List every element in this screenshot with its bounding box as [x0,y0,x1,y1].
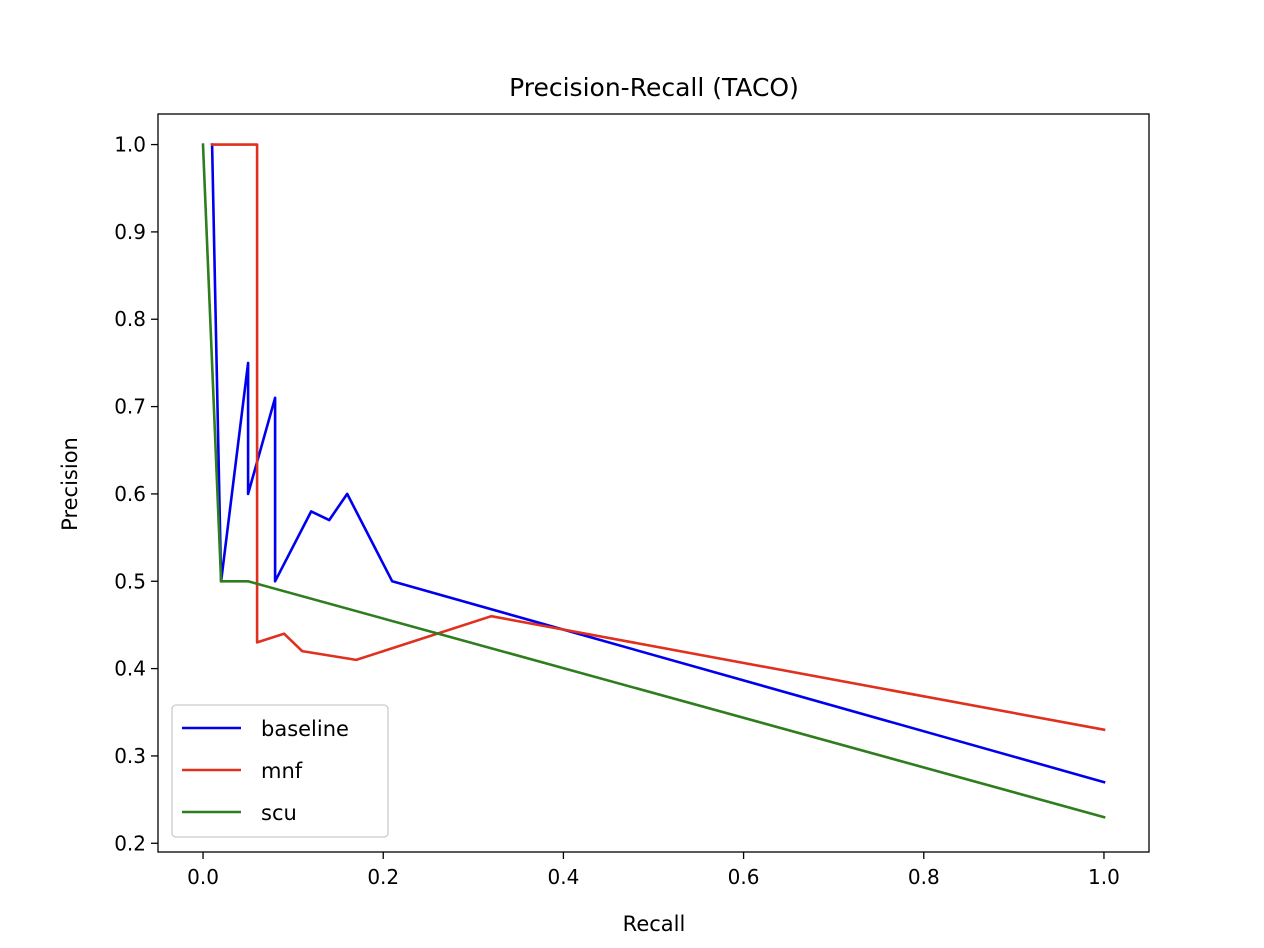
series-line-scu [201,143,1106,819]
plot-frame [157,113,1150,853]
y-tick-label: 0.2 [114,831,146,855]
y-tick-label: 0.4 [114,657,146,681]
chart-title: Precision-Recall (TACO) [509,73,799,102]
y-tick-label: 0.3 [114,744,146,768]
y-tick-label: 0.8 [114,307,146,331]
x-axis-ticks: 0.0 0.2 0.4 0.6 0.8 1.0 [187,852,1120,889]
y-tick-label: 0.7 [114,395,146,419]
legend-label-mnf: mnf [261,759,303,783]
x-tick-label: 0.2 [367,865,399,889]
y-tick-label: 1.0 [114,133,146,157]
y-tick-label: 0.9 [114,220,146,244]
x-tick-label: 0.0 [187,865,219,889]
y-tick-label: 0.6 [114,482,146,506]
series-line-baseline [210,143,1106,784]
legend-box [171,704,389,838]
series-layer [201,143,1106,819]
x-tick-label: 0.8 [908,865,940,889]
y-axis-ticks: 0.2 0.3 0.4 0.5 0.6 0.7 0.8 0.9 1.0 [114,133,158,855]
x-tick-label: 1.0 [1088,865,1120,889]
x-tick-label: 0.4 [548,865,580,889]
legend-label-baseline: baseline [261,717,349,741]
legend: baseline mnf scu [171,704,389,838]
x-tick-label: 0.6 [728,865,760,889]
x-axis-label: Recall [623,912,686,936]
legend-label-scu: scu [261,801,297,825]
y-axis-label: Precision [58,437,82,531]
series-line-mnf [210,143,1106,732]
y-tick-label: 0.5 [114,569,146,593]
